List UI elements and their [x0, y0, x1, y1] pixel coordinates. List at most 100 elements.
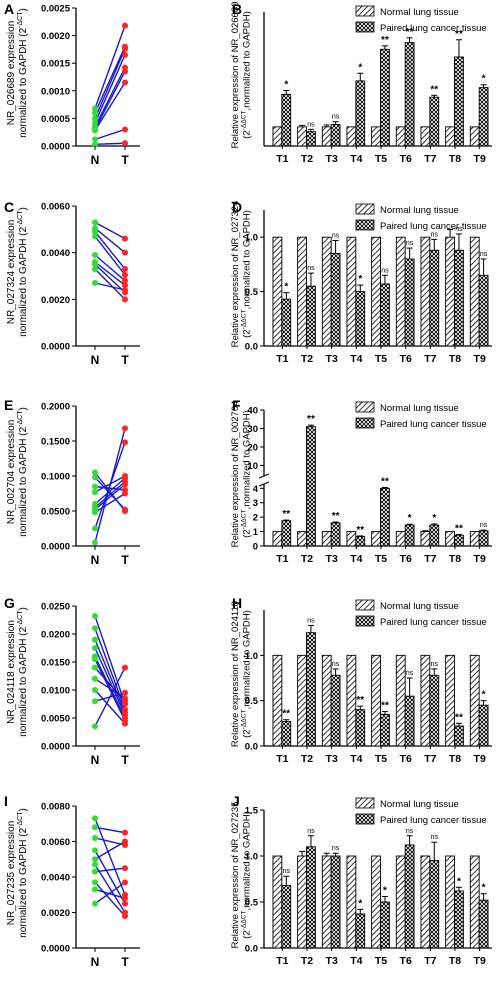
pair-line: [94, 282, 126, 291]
bar-normal: [297, 654, 307, 747]
x-tick-label: T: [121, 353, 129, 367]
pair-line: [94, 615, 126, 705]
bar-tumor: [355, 80, 366, 147]
bar-normal: [420, 236, 431, 347]
significance-label: **: [282, 709, 290, 720]
y-tick-label: 1.0: [245, 233, 258, 244]
significance-label: *: [383, 885, 387, 896]
point-normal: [92, 261, 98, 268]
point-tumor: [122, 282, 128, 289]
bar-tumor: [380, 487, 390, 547]
x-tick-label: T1: [276, 353, 288, 365]
bar-tumor: [306, 426, 316, 547]
y-tick-label: 0.0500: [41, 507, 70, 518]
point-normal: [92, 847, 98, 854]
ylabel-superscript: -ΔΔCT: [241, 910, 248, 930]
y-tick-label: 40: [247, 406, 258, 417]
point-normal: [92, 656, 98, 663]
bar-tumor: [478, 899, 489, 949]
pair-line: [94, 128, 126, 141]
point-normal: [92, 856, 98, 863]
significance-label: ns: [406, 828, 414, 835]
x-tick-label: T8: [449, 353, 461, 365]
point-normal: [92, 824, 98, 831]
point-tumor: [122, 277, 128, 284]
bar-tumor: [404, 844, 415, 949]
x-tick-label: T1: [276, 153, 288, 165]
pair-line: [94, 254, 126, 282]
bar-normal: [297, 236, 307, 347]
significance-label: ns: [307, 617, 315, 624]
x-tick-label: T7: [424, 553, 436, 565]
significance-label: **: [455, 712, 463, 723]
bar-tumor: [454, 890, 464, 949]
point-tumor: [122, 140, 128, 147]
bar-normal: [445, 531, 455, 547]
significance-label: **: [332, 511, 340, 522]
bar-tumor: [380, 901, 390, 949]
significance-label: ns: [332, 232, 340, 239]
ylabel-superscript: -ΔCT: [17, 11, 24, 28]
significance-label: ns: [307, 121, 315, 128]
x-tick-label: T: [121, 753, 129, 767]
bar-tumor: [404, 42, 415, 147]
significance-label: ns: [332, 845, 340, 852]
ylabel-line1: NR_026689 expression: [6, 21, 17, 126]
bar-normal: [445, 855, 455, 949]
x-tick-label: T: [121, 553, 129, 567]
pair-line: [94, 221, 126, 240]
significance-label: ns: [455, 226, 463, 233]
point-normal: [92, 266, 98, 272]
point-normal: [92, 834, 98, 841]
y-tick-label: 0.0000: [41, 342, 70, 353]
pair-line: [94, 647, 126, 716]
pair-line: [94, 818, 126, 896]
legend-label-tumor: Paired lung cancer tissue: [380, 221, 487, 232]
y-tick-label: 0.0020: [41, 908, 70, 919]
bar-tumor: [429, 860, 440, 949]
point-tumor: [122, 829, 128, 836]
significance-label: ns: [332, 114, 340, 121]
ylabel-part: ,normalized to GAPDH): [242, 11, 253, 110]
bar-tumor: [306, 131, 316, 147]
bar-tumor: [478, 274, 489, 347]
pair-line: [94, 71, 126, 130]
panel-letter: D: [232, 199, 242, 215]
ylabel-part: (2: [242, 529, 253, 537]
pair-line: [94, 477, 126, 505]
ylabel-superscript: -ΔCT: [17, 410, 24, 427]
panel-letter: B: [232, 1, 242, 17]
point-normal: [92, 141, 98, 148]
x-tick-label: T9: [474, 353, 486, 365]
point-normal: [92, 645, 98, 651]
legend-swatch-tumor: [355, 21, 375, 33]
y-tick-label: 0.0100: [41, 686, 70, 697]
bar-tumor: [454, 534, 464, 547]
point-tumor: [122, 865, 128, 872]
ylabel-part: ,normalized to GAPDH): [242, 811, 253, 910]
pair-line: [94, 483, 126, 511]
significance-label: ns: [406, 670, 414, 677]
pair-line: [94, 25, 126, 109]
point-normal: [92, 698, 98, 705]
bar-normal: [371, 531, 381, 547]
y-tick-label: 0.0040: [41, 248, 70, 259]
pair-line: [94, 82, 126, 131]
bar-tumor: [429, 524, 440, 547]
x-tick-label: T7: [424, 753, 436, 765]
legend-swatch-tumor: [355, 813, 375, 825]
pair-line: [94, 48, 126, 119]
legend-label-normal: Normal lung tissue: [380, 403, 459, 414]
x-tick-label: T: [121, 955, 129, 969]
panel-letter: E: [4, 397, 13, 413]
y-tick-label: 2: [253, 513, 258, 524]
ylabel-superscript: -ΔCT: [17, 210, 24, 227]
pair-line: [94, 881, 126, 917]
pair-line: [94, 227, 126, 254]
ylabel-part: ,normalized to GAPDH): [242, 610, 253, 709]
point-tumor: [122, 695, 128, 702]
legend-swatch-normal: [355, 599, 375, 611]
x-tick-label: T1: [276, 753, 288, 765]
point-normal: [92, 219, 98, 226]
